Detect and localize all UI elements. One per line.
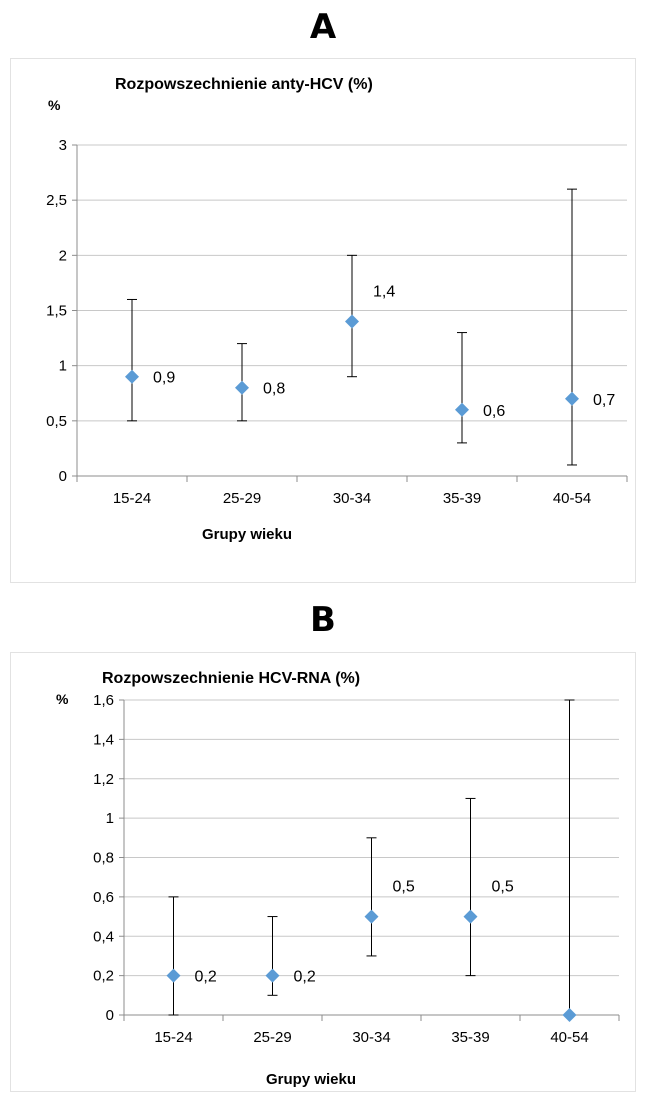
x-tick-label: 25-29	[253, 1029, 291, 1046]
y-axis-label: %	[56, 691, 69, 707]
x-tick-label: 15-24	[113, 490, 151, 507]
y-tick-label: 0,8	[93, 850, 114, 867]
y-axis-label: %	[48, 97, 61, 113]
chart-panel-b: Rozpowszechnienie HCV-RNA (%)% 0 0,2 0,4 0,6…	[10, 652, 636, 1092]
chart-a-svg: Rozpowszechnienie anty-HCV (%)% 0 0,5 1 1,5 2…	[46, 76, 628, 543]
y-tick-label: 1,4	[93, 731, 114, 748]
data-point	[562, 1008, 577, 1022]
x-tick-label: 35-39	[451, 1029, 489, 1046]
x-tick-label: 30-34	[333, 490, 371, 507]
data-label: 0,8	[263, 381, 285, 398]
data-label: 0,6	[483, 403, 505, 420]
x-tick-label: 30-34	[352, 1029, 390, 1046]
data-point	[166, 968, 181, 983]
x-tick-label: 15-24	[154, 1029, 192, 1046]
data-point	[345, 314, 359, 329]
y-tick-label: 0,6	[93, 889, 114, 906]
y-tick-label: 2,5	[46, 192, 67, 209]
data-label: 0,2	[294, 969, 316, 986]
chart-title: Rozpowszechnienie anty-HCV (%)	[115, 76, 373, 93]
y-tick-label: 1	[106, 810, 114, 827]
x-tick-label: 25-29	[223, 490, 261, 507]
chart-b-svg: Rozpowszechnienie HCV-RNA (%)% 0 0,2 0,4 0,6…	[56, 670, 620, 1088]
y-tick-label: 0	[59, 468, 67, 485]
data-label: 0,9	[153, 370, 175, 387]
y-tick-label: 0,2	[93, 968, 114, 985]
chart-title: Rozpowszechnienie HCV-RNA (%)	[102, 670, 360, 687]
data-point	[463, 909, 478, 924]
x-tick-label: 40-54	[553, 490, 591, 507]
data-label: 1,4	[373, 284, 395, 301]
y-tick-label: 1,2	[93, 771, 114, 788]
data-point	[455, 402, 469, 417]
data-point	[125, 369, 139, 384]
data-point	[235, 380, 249, 395]
data-label: 0,5	[492, 879, 514, 896]
data-label: 0,2	[195, 969, 217, 986]
y-tick-label: 1	[59, 358, 67, 375]
y-tick-label: 0,4	[93, 928, 114, 945]
data-point	[364, 909, 379, 924]
x-axis-label: Grupy wieku	[202, 526, 292, 543]
y-tick-label: 0	[106, 1007, 114, 1024]
y-tick-label: 1,5	[46, 303, 67, 320]
panel-letter-b: B	[310, 600, 336, 640]
y-tick-label: 0,5	[46, 413, 67, 430]
x-tick-label: 40-54	[550, 1029, 588, 1046]
x-tick-label: 35-39	[443, 490, 481, 507]
y-tick-label: 3	[59, 137, 67, 154]
x-axis-label: Grupy wieku	[266, 1071, 356, 1088]
y-tick-label: 1,6	[93, 692, 114, 709]
panel-letter-a: A	[309, 7, 337, 47]
data-label: 0,5	[393, 879, 415, 896]
data-point	[265, 968, 280, 983]
chart-panel-a: Rozpowszechnienie anty-HCV (%)% 0 0,5 1 1,5 2…	[10, 58, 636, 583]
y-tick-label: 2	[59, 247, 67, 264]
data-label: 0,7	[593, 392, 615, 409]
data-point	[565, 391, 579, 406]
